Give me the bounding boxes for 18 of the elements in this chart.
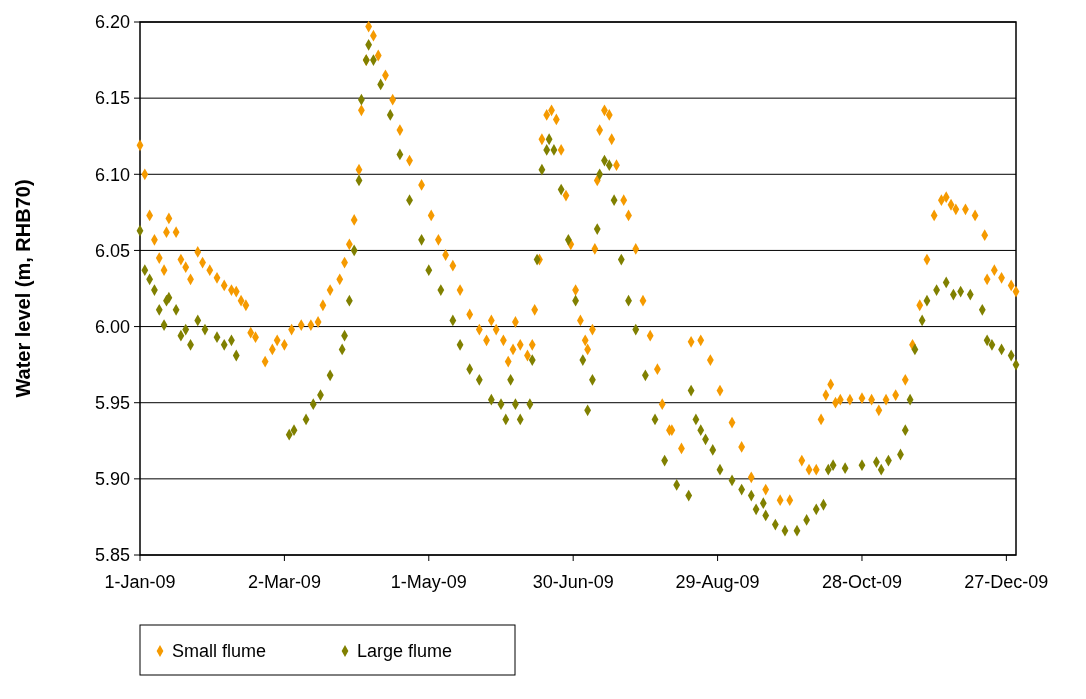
- y-tick-label: 5.90: [94, 469, 130, 490]
- x-tick-label: 1-May-09: [390, 572, 467, 592]
- y-tick-label: 6.05: [94, 240, 130, 261]
- y-axis-title: Water level (m, RHB70): [12, 179, 34, 398]
- y-tick-label: 6.10: [94, 164, 130, 185]
- y-tick-label: 5.85: [94, 545, 130, 566]
- y-tick-label: 6.00: [94, 316, 130, 337]
- x-tick-label: 27-Dec-09: [964, 572, 1049, 592]
- x-tick-label: 1-Jan-09: [104, 572, 176, 592]
- y-tick-label: 6.15: [94, 88, 130, 109]
- y-tick-label: 5.95: [94, 393, 130, 414]
- x-tick-label: 30-Jun-09: [532, 572, 614, 592]
- x-tick-label: 29-Aug-09: [675, 572, 760, 592]
- legend-label: Small flume: [172, 641, 267, 662]
- legend-label: Large flume: [357, 641, 453, 662]
- x-tick-label: 28-Oct-09: [821, 572, 902, 592]
- y-tick-label: 6.20: [94, 12, 130, 33]
- x-tick-label: 2-Mar-09: [247, 572, 321, 592]
